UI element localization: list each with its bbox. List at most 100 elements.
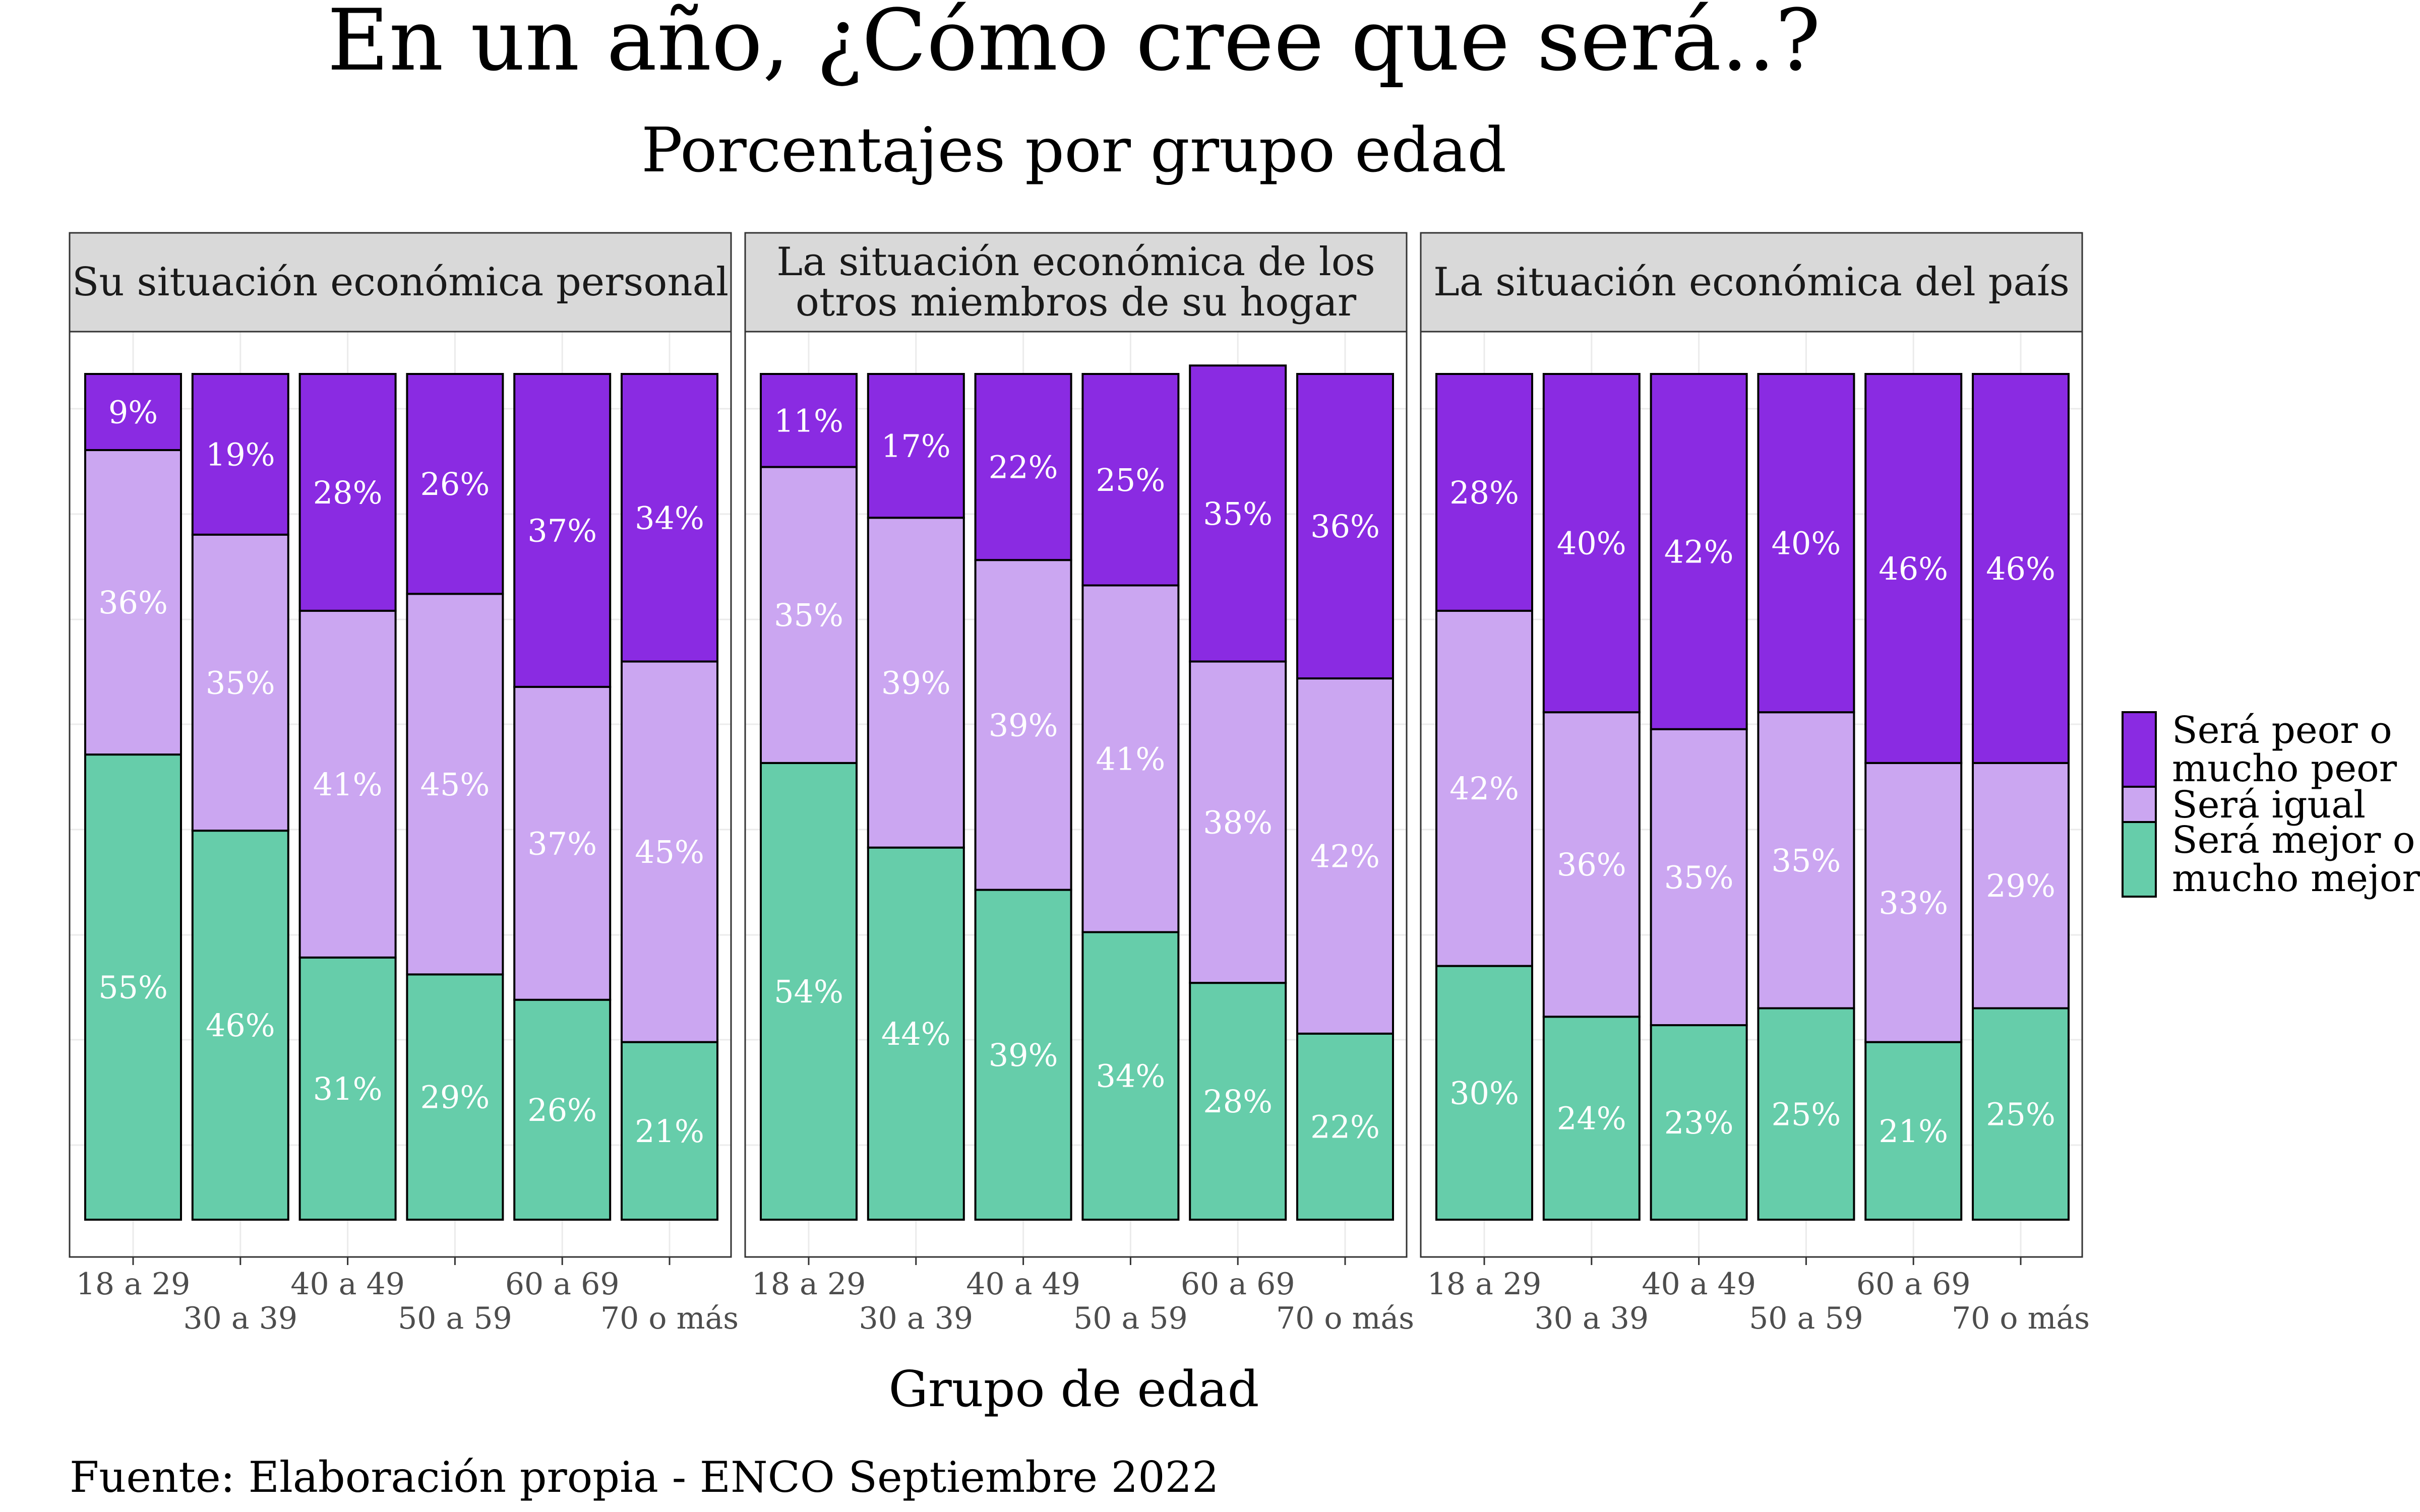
bar-segment-mejor (1864, 1041, 1963, 1221)
data-label: 31% (313, 1070, 383, 1107)
data-label: 36% (98, 584, 168, 621)
data-label: 17% (881, 428, 951, 465)
panel-border (1420, 331, 2083, 1258)
data-label: 22% (1310, 1108, 1380, 1145)
data-label: 9% (108, 394, 158, 431)
data-label: 36% (1557, 846, 1626, 883)
x-tick-label: 18 a 29 (1427, 1267, 1542, 1302)
bar-segment-mejor (191, 830, 289, 1221)
facet-strip-background (1420, 232, 2083, 333)
facet-panels: Su situación económica personal 55% 36% 9% 4… (69, 232, 2090, 1336)
bar-segment-peor (298, 373, 397, 612)
data-label: 34% (635, 499, 704, 536)
bar-segment-peor (513, 373, 612, 688)
legend-item-igual: Será igual (2122, 783, 2366, 827)
chart-subtitle: Porcentajes por grupo edad (641, 114, 1506, 186)
legend-key-mejor (2122, 821, 2157, 898)
bar-segment-igual (1542, 711, 1641, 1018)
x-tick-label: 70 o más (1276, 1301, 1414, 1336)
data-label: 23% (1664, 1104, 1734, 1141)
bar-segment-peor (1864, 373, 1963, 764)
data-label: 21% (1879, 1113, 1948, 1150)
x-tick-label: 50 a 59 (398, 1301, 512, 1336)
bar-segment-mejor (621, 1041, 718, 1221)
data-label: 37% (527, 825, 597, 862)
data-label: 40% (1557, 525, 1626, 562)
data-label: 36% (1310, 508, 1380, 545)
x-tick-label: 18 a 29 (752, 1267, 866, 1302)
legend-key-igual (2122, 786, 2157, 823)
data-label: 29% (1986, 867, 2055, 904)
bar-segment-igual (1296, 677, 1394, 1035)
bar-segment-peor (974, 373, 1072, 561)
data-label: 33% (1879, 885, 1948, 921)
bar-segment-igual (974, 559, 1072, 891)
bar-segment-peor (760, 373, 858, 468)
x-tick-label: 60 a 69 (1181, 1267, 1295, 1302)
bar-segment-igual (1864, 762, 1963, 1043)
bar-segment-mejor (84, 753, 182, 1221)
data-label: 35% (1664, 859, 1734, 896)
data-label: 44% (881, 1016, 951, 1052)
data-label: 39% (989, 707, 1058, 743)
data-label: 42% (1310, 838, 1380, 874)
data-label: 55% (98, 969, 168, 1006)
x-tick-label: 70 o más (1952, 1301, 2090, 1336)
data-label: 35% (206, 664, 275, 701)
data-label: 39% (881, 664, 951, 701)
bar-segment-peor (1757, 373, 1855, 714)
data-label: 35% (1771, 842, 1841, 879)
x-tick-label: 60 a 69 (1856, 1267, 1971, 1302)
caption: Fuente: Elaboración propia - ENCO Septie… (70, 1453, 1219, 1502)
legend-key-peor (2122, 711, 2157, 788)
bar-segment-igual (1081, 584, 1180, 933)
bar-segment-peor (1296, 373, 1394, 680)
facet-strip-background (69, 232, 732, 333)
bar-segment-igual (84, 449, 182, 756)
bar-segment-mejor (1972, 1007, 2070, 1221)
bar-segment-mejor (1435, 965, 1533, 1221)
data-label: 26% (420, 466, 490, 502)
facet-strip-background (744, 232, 1408, 333)
bar-segment-mejor (867, 846, 965, 1221)
data-label: 46% (1879, 550, 1948, 587)
bar-segment-peor (867, 373, 965, 519)
data-label: 25% (1986, 1096, 2055, 1132)
bar-segment-igual (298, 609, 397, 959)
x-tick-label: 40 a 49 (966, 1267, 1080, 1302)
data-label: 45% (635, 834, 704, 870)
data-label: 29% (420, 1079, 490, 1116)
data-label: 11% (774, 402, 843, 439)
legend-label: Será peor o (2172, 709, 2392, 752)
x-tick-label: 30 a 39 (1534, 1301, 1649, 1336)
facet-strip-title-line1: La situación económica de los (776, 239, 1375, 285)
x-tick-label: 18 a 29 (76, 1267, 191, 1302)
data-label: 28% (313, 474, 383, 511)
data-label: 42% (1449, 770, 1519, 807)
x-tick-label: 40 a 49 (1642, 1267, 1756, 1302)
data-label: 34% (1096, 1058, 1165, 1095)
bar-segment-igual (1650, 728, 1748, 1027)
legend-label: Será igual (2172, 783, 2366, 827)
facet-strip-title: La situación económica del país (1433, 260, 2070, 305)
data-label: 28% (1203, 1083, 1273, 1120)
bar-segment-peor (621, 373, 718, 663)
x-tick-label: 50 a 59 (1749, 1301, 1863, 1336)
data-label: 40% (1771, 525, 1841, 562)
data-label: 39% (989, 1037, 1058, 1074)
facet-panel-3: La situación económica del país 30% 42% 28%… (1420, 232, 2090, 1336)
x-tick-label: 30 a 39 (183, 1301, 297, 1336)
chart-title: En un año, ¿Cómo cree que será..? (327, 0, 1821, 90)
bar-segment-peor (1542, 373, 1641, 714)
data-label: 37% (527, 512, 597, 549)
facet-strip-title-line2: otros miembros de su hogar (796, 280, 1357, 325)
bar-segment-mejor (760, 762, 858, 1221)
bar-segment-igual (867, 517, 965, 849)
bar-segment-peor (1650, 373, 1748, 730)
bar-segment-mejor (513, 998, 612, 1221)
legend-label-line2: mucho mejor (2172, 857, 2420, 900)
